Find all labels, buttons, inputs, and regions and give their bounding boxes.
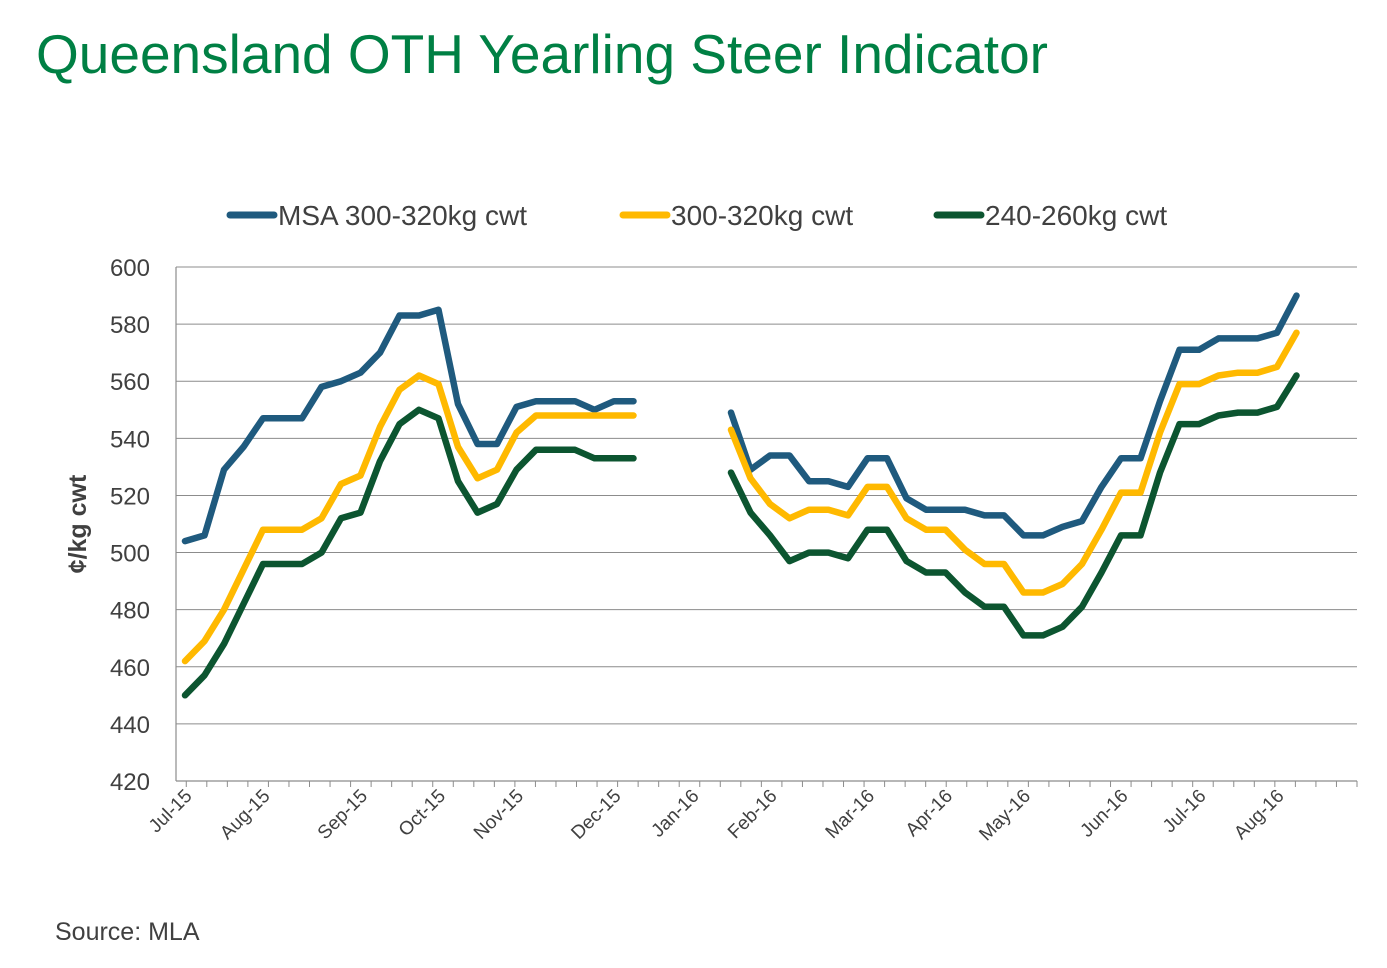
x-tick-label: Oct-15 [395,786,450,841]
x-tick-label: Feb-16 [724,786,781,843]
y-tick-label: 460 [110,655,150,682]
gridlines [176,266,1357,725]
y-tick-label: 520 [110,483,150,510]
y-tick-label: 560 [110,369,150,396]
x-tick-label: Sep-15 [314,786,372,844]
series-line [181,292,1300,545]
series-line [181,372,1300,699]
y-tick-label: 540 [110,426,150,453]
y-tick-labels: 420 440 460 480 500 520 540 560 580 600 [110,255,150,796]
x-tick-label: Aug-16 [1230,786,1288,844]
legend-item: MSA 300-320kg cwt [226,200,527,231]
y-tick-label: 600 [110,255,150,282]
axes [175,267,1358,787]
page-title: Queensland OTH Yearling Steer Indicator [36,23,1048,85]
x-tick-label: Apr-16 [902,786,957,841]
series-lines [181,292,1300,699]
y-tick-label: 580 [110,312,150,339]
y-tick-label: 480 [110,598,150,625]
legend-item: 240-260kg cwt [933,200,1167,231]
x-tick-label: Mar-16 [822,786,879,843]
x-tick-label: Jul-16 [1159,786,1210,837]
source-note: Source: MLA [55,918,200,946]
legend-label: 240-260kg cwt [985,200,1167,231]
x-tick-label: Nov-15 [470,786,528,844]
y-axis-label: ¢/kg cwt [64,474,92,573]
legend-label: MSA 300-320kg cwt [278,200,527,231]
x-tick-label: Dec-15 [567,786,625,844]
x-tick-label: Jan-16 [648,786,704,842]
legend-label: 300-320kg cwt [671,200,853,231]
x-tick-label: Jul-15 [145,786,196,837]
legend: MSA 300-320kg cwt 300-320kg cwt 240-260kg … [226,200,1167,231]
x-tick-label: Aug-15 [216,786,274,844]
series-line [181,329,1300,665]
y-tick-label: 420 [110,769,150,796]
legend-item: 300-320kg cwt [619,200,853,231]
x-tick-label: Jun-16 [1077,786,1133,842]
x-tick-label: May-16 [975,786,1035,846]
y-tick-label: 440 [110,712,150,739]
x-tick-labels: Jul-15 Aug-15 Sep-15 Oct-15 Nov-15 Dec-15 Jan-… [145,786,1288,846]
y-tick-label: 500 [110,541,150,568]
